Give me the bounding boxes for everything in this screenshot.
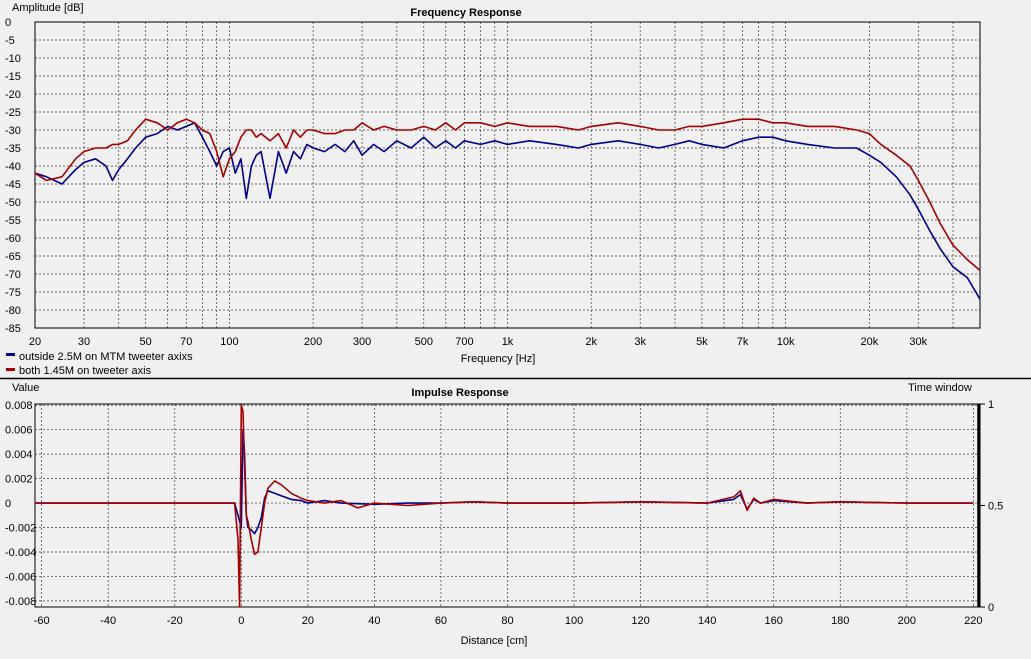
ir-y-tick-label: -0.006: [5, 571, 36, 583]
ir-y2-tick-label: 1: [988, 399, 994, 411]
frequency-response-chart: Frequency Response Amplitude [dB] Freque…: [5, 2, 981, 365]
ir-x-tick-label: -40: [100, 615, 116, 627]
fr-series-group: [34, 118, 981, 300]
ir-y-tick-label: -0.004: [5, 547, 36, 559]
fr-y-tick-label: -50: [5, 197, 21, 209]
fr-x-tick-label: 500: [415, 336, 433, 348]
fr-x-tick-label: 50: [140, 336, 152, 348]
ir-y-tick-label: 0.006: [5, 425, 33, 437]
fr-y-tick-label: -20: [5, 89, 21, 101]
ir-x-tick-label: 0: [238, 615, 244, 627]
ir-y-tick-label: -0.008: [5, 596, 36, 608]
fr-y-tick-label: -15: [5, 71, 21, 83]
ir-x-tick-label: -20: [167, 615, 183, 627]
fr-x-tick-label: 1k: [502, 336, 514, 348]
ir-x-tick-label: 120: [631, 615, 649, 627]
fr-x-axis-label: Frequency [Hz]: [461, 353, 536, 365]
fr-x-tick-label: 3k: [634, 336, 646, 348]
fr-x-tick-label: 20k: [860, 336, 878, 348]
ir-title: Impulse Response: [411, 387, 508, 399]
fr-x-tick-label: 700: [455, 336, 473, 348]
fr-y-tick-label: -65: [5, 251, 21, 263]
fr-y-tick-label: -85: [5, 323, 21, 335]
ir-x-tick-label: 40: [368, 615, 380, 627]
ir-y2-tick-label: 0.5: [988, 501, 1003, 513]
fr-y-tick-label: -80: [5, 305, 21, 317]
fr-series-line-0: [34, 122, 981, 300]
fr-x-tick-label: 200: [304, 336, 322, 348]
ir-x-tick-label: 140: [698, 615, 716, 627]
ir-x-tick-label: 80: [501, 615, 513, 627]
ir-y-tick-label: 0.004: [5, 449, 33, 461]
fr-x-tick-label: 30k: [909, 336, 927, 348]
fr-grid: [35, 22, 980, 328]
ir-x-tick-label: 160: [765, 615, 783, 627]
ir-series-group: [35, 404, 974, 608]
ir-x-ticks: -60 -40 -20 0 20 40 60 80 100 120 140 160 180 200 220: [34, 615, 983, 627]
legend-swatch-blue: [6, 353, 15, 356]
fr-x-ticks: 20 30 50 70 100 200 300 500 700 1k 2k 3k 5k 7k 10k 20k 3…: [29, 336, 928, 348]
ir-x-tick-label: 60: [435, 615, 447, 627]
fr-x-tick-label: 70: [180, 336, 192, 348]
legend-label-blue: outside 2.5M on MTM tweeter axixs: [19, 351, 193, 363]
fr-y-tick-label: -5: [5, 35, 15, 47]
fr-x-tick-label: 7k: [737, 336, 749, 348]
fr-x-tick-label: 30: [78, 336, 90, 348]
ir-series-line-0: [35, 428, 974, 535]
fr-y-tick-label: -75: [5, 287, 21, 299]
fr-y-tick-label: -10: [5, 53, 21, 65]
impulse-response-chart: Impulse Response Value Time window Dista…: [5, 382, 1003, 647]
fr-y-tick-label: -60: [5, 233, 21, 245]
fr-y-tick-label: -55: [5, 215, 21, 227]
ir-x-axis-label: Distance [cm]: [461, 635, 528, 647]
fr-y-tick-label: -35: [5, 143, 21, 155]
ir-x-tick-label: 180: [831, 615, 849, 627]
ir-x-tick-label: -60: [34, 615, 50, 627]
legend-swatch-red: [6, 368, 15, 371]
ir-y-tick-label: -0.002: [5, 523, 36, 535]
ir-x-tick-label: 200: [898, 615, 916, 627]
fr-y-tick-label: -70: [5, 269, 21, 281]
ir-y-ticks: 0.008 0.006 0.004 0.002 0 -0.002 -0.004 -0.006 -…: [5, 400, 36, 608]
fr-series-line-1: [34, 118, 981, 272]
fr-title: Frequency Response: [410, 7, 521, 19]
fr-y-tick-label: -25: [5, 107, 21, 119]
fr-y-tick-label: -30: [5, 125, 21, 137]
ir-y2-tick-label: 0: [988, 602, 994, 614]
legend-label-red: both 1.45M on tweeter axis: [19, 365, 152, 377]
fr-y-tick-label: -45: [5, 179, 21, 191]
ir-grid: [35, 404, 980, 607]
fr-x-tick-label: 2k: [585, 336, 597, 348]
ir-y-tick-label: 0: [5, 498, 11, 510]
fr-x-tick-label: 300: [353, 336, 371, 348]
ir-x-tick-label: 220: [964, 615, 982, 627]
fr-legend: outside 2.5M on MTM tweeter axixs both 1…: [6, 351, 193, 377]
ir-y2-axis-label: Time window: [908, 382, 972, 394]
ir-x-tick-label: 100: [565, 615, 583, 627]
fr-y-axis-label: Amplitude [dB]: [12, 2, 84, 14]
fr-y-tick-label: -40: [5, 161, 21, 173]
ir-y-tick-label: 0.002: [5, 474, 33, 486]
ir-x-tick-label: 20: [302, 615, 314, 627]
fr-x-tick-label: 100: [220, 336, 238, 348]
ir-y-tick-label: 0.008: [5, 400, 33, 412]
ir-series-line-1: [35, 404, 974, 608]
fr-y-tick-label: 0: [5, 17, 11, 29]
fr-x-tick-label: 5k: [696, 336, 708, 348]
ir-y-axis-label: Value: [12, 382, 39, 394]
fr-x-tick-label: 10k: [777, 336, 795, 348]
fr-y-ticks: 0 -5 -10 -15 -20 -25 -30 -35 -40 -45 -50 -55 -60 -65 -…: [5, 17, 21, 335]
ir-y2-ticks: 10.50: [977, 399, 1003, 614]
fr-x-tick-label: 20: [29, 336, 41, 348]
